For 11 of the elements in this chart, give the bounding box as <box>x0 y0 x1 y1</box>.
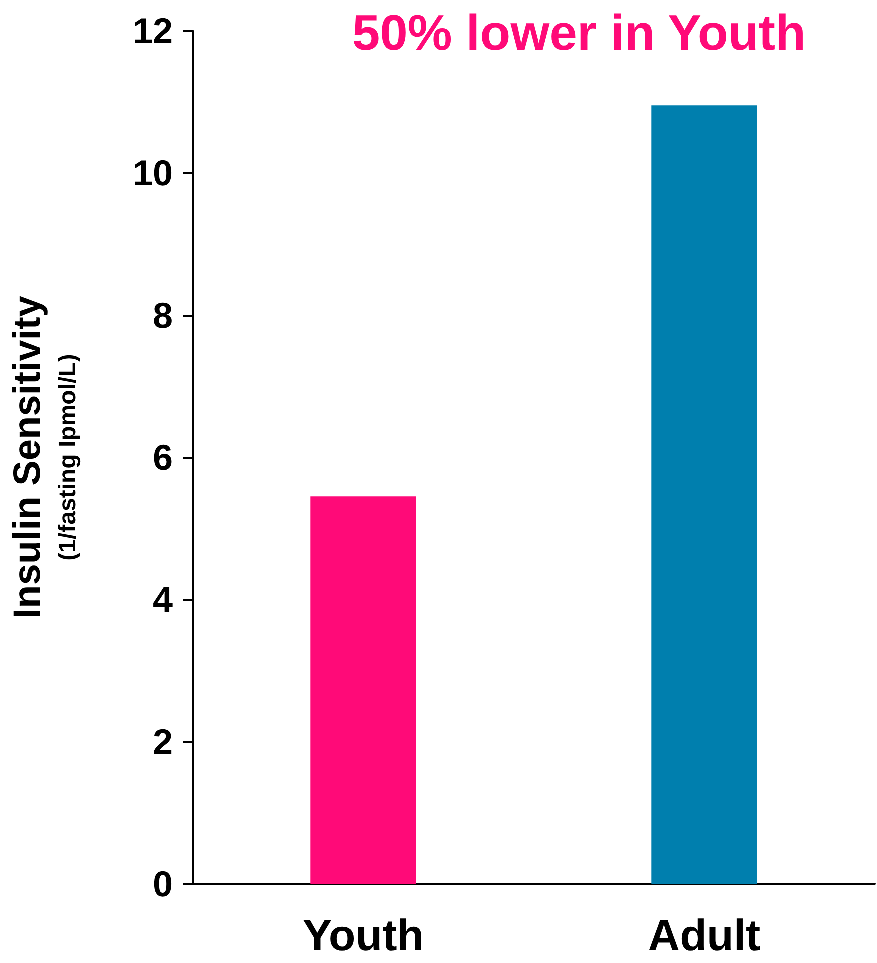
y-tick-label: 8 <box>152 294 173 336</box>
y-tick-label: 4 <box>152 579 173 620</box>
y-tick-label: 10 <box>132 152 173 194</box>
y-axis-title: Insulin Sensitivity (1/fasting Ipmol/L) <box>7 296 82 620</box>
y-tick-label: 6 <box>152 437 173 478</box>
annotation: 50% lower in Youth <box>352 5 806 61</box>
x-tick-label: Adult <box>648 912 762 960</box>
y-tick-label: 12 <box>132 10 173 52</box>
y-tick-label: 0 <box>152 864 173 904</box>
y-tick-label: 2 <box>152 721 173 762</box>
x-tick-label: Youth <box>302 912 424 960</box>
